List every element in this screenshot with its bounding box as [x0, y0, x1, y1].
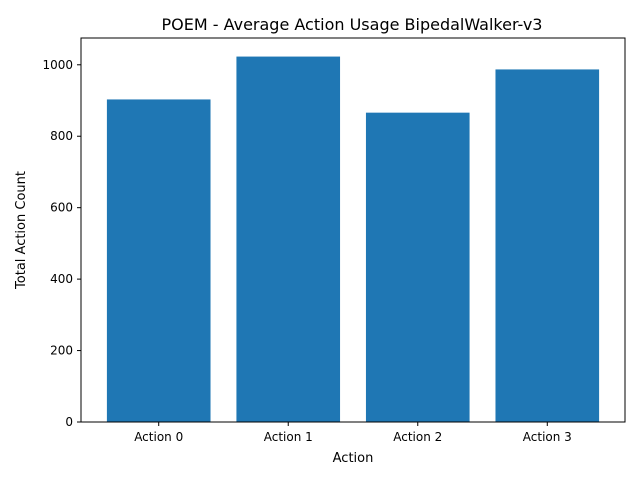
- y-tick-label: 800: [50, 129, 73, 143]
- bar-action-1: [236, 56, 341, 422]
- y-tick-label: 1000: [42, 58, 73, 72]
- x-tick-label: Action 1: [264, 430, 313, 444]
- plot-frame: [80, 37, 626, 423]
- x-tick-label: Action 3: [523, 430, 572, 444]
- y-axis-label: Total Action Count: [14, 171, 29, 290]
- y-axis-ticks: 0 200 400 600 800 1000: [42, 58, 81, 429]
- y-tick-label: 0: [65, 415, 73, 429]
- bars-group: [106, 56, 600, 423]
- x-tick-label: Action 0: [134, 430, 183, 444]
- bar-action-0: [106, 99, 211, 422]
- x-axis-label: Action: [333, 451, 374, 466]
- bar-action-2: [365, 112, 470, 422]
- bar-action-3: [495, 69, 600, 423]
- x-tick-label: Action 2: [393, 430, 442, 444]
- x-axis-ticks: Action 0 Action 1 Action 2 Action 3: [134, 422, 572, 444]
- y-tick-label: 200: [50, 344, 73, 358]
- y-tick-label: 400: [50, 272, 73, 286]
- chart-title: POEM - Average Action Usage BipedalWalke…: [162, 15, 543, 34]
- y-tick-label: 600: [50, 201, 73, 215]
